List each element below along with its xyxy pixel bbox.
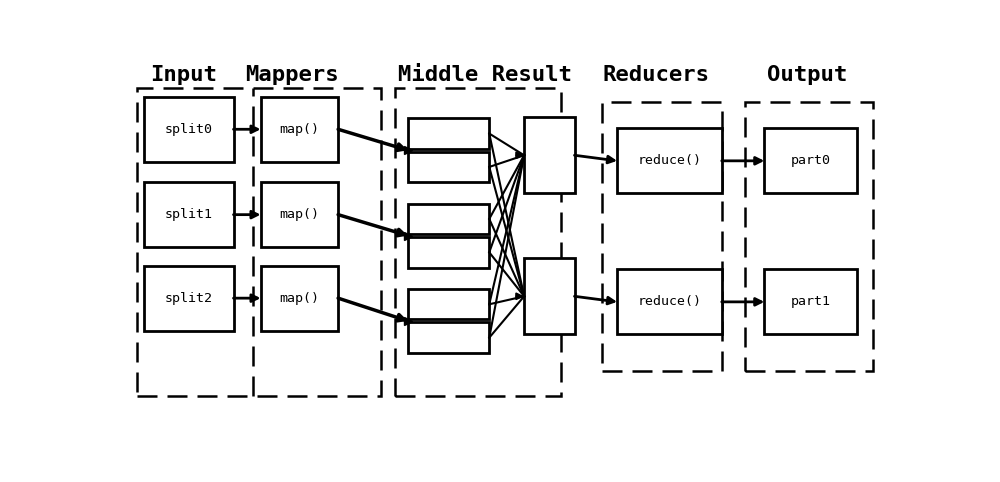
Bar: [524, 258, 574, 335]
Text: reduce(): reduce(): [637, 295, 701, 308]
Bar: [261, 266, 338, 331]
Bar: [395, 88, 561, 396]
Text: split0: split0: [165, 123, 213, 136]
Bar: [144, 266, 234, 331]
Text: Output: Output: [767, 65, 847, 84]
Bar: [602, 102, 722, 372]
Bar: [764, 128, 857, 193]
Bar: [524, 117, 574, 193]
Text: Mappers: Mappers: [245, 65, 338, 84]
Bar: [261, 182, 338, 247]
Bar: [408, 119, 489, 149]
Bar: [408, 289, 489, 320]
Bar: [408, 204, 489, 234]
Text: Input: Input: [150, 65, 217, 84]
Text: reduce(): reduce(): [637, 154, 701, 167]
Text: Reducers: Reducers: [602, 65, 709, 84]
Text: map(): map(): [279, 292, 319, 305]
Text: part0: part0: [791, 154, 831, 167]
Bar: [408, 322, 489, 353]
Text: Middle Result: Middle Result: [398, 65, 572, 84]
Bar: [408, 237, 489, 268]
Text: part1: part1: [791, 295, 831, 308]
Text: split1: split1: [165, 208, 213, 221]
Bar: [261, 97, 338, 162]
Bar: [617, 128, 722, 193]
Bar: [745, 102, 873, 372]
Bar: [408, 152, 489, 182]
Bar: [617, 269, 722, 335]
Bar: [137, 88, 381, 396]
Bar: [144, 97, 234, 162]
Text: map(): map(): [279, 123, 319, 136]
Bar: [764, 269, 857, 335]
Bar: [144, 182, 234, 247]
Text: map(): map(): [279, 208, 319, 221]
Text: split2: split2: [165, 292, 213, 305]
